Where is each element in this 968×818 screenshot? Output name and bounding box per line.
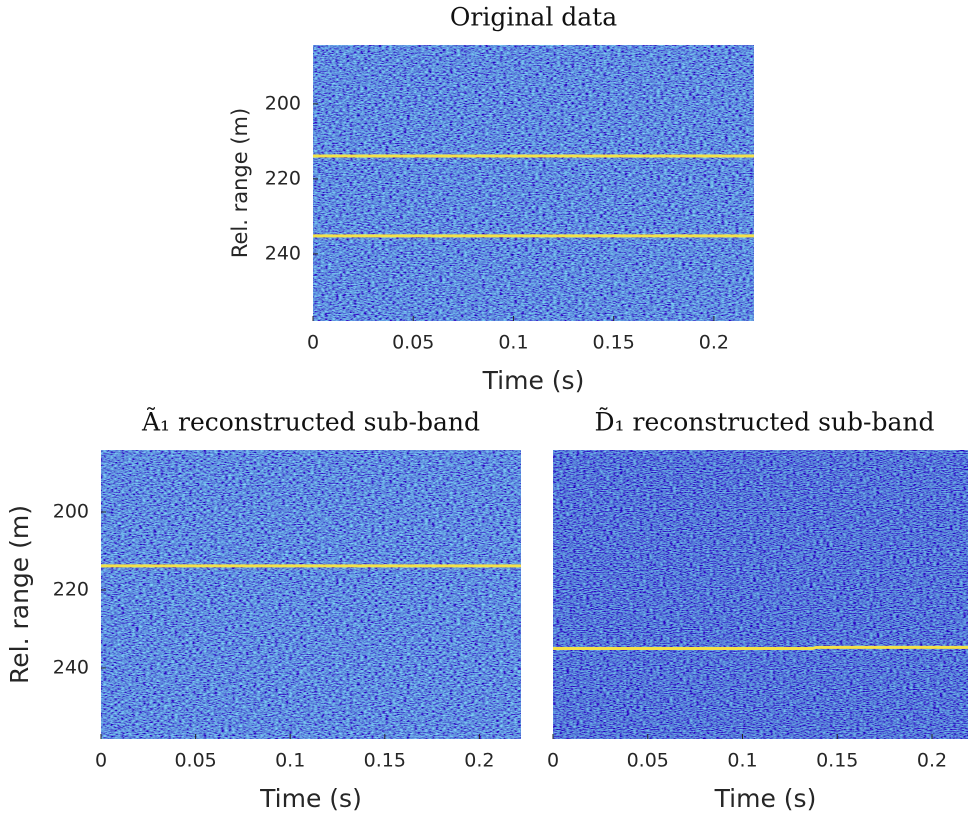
- x-tick-label: 0.05: [627, 750, 669, 772]
- x-tick-label: 0: [547, 750, 559, 772]
- chart-title: Original data: [450, 3, 617, 32]
- y-tick-label: 220: [53, 579, 89, 601]
- heatmap-image: [313, 45, 754, 321]
- x-tick-label: 0: [95, 750, 107, 772]
- heatmap-image: [553, 450, 968, 739]
- chart-title: D̃₁ reconstructed sub-band: [594, 408, 934, 437]
- y-axis-label: Rel. range (m): [228, 108, 252, 258]
- x-tick-label: 0.1: [498, 332, 528, 354]
- y-tick-label: 200: [265, 92, 301, 114]
- x-tick-label: 0: [307, 332, 319, 354]
- x-axis-label: Time (s): [259, 784, 362, 813]
- x-tick-label: 0.15: [593, 332, 635, 354]
- x-tick-label: 0.2: [699, 332, 729, 354]
- x-tick-label: 0.15: [816, 750, 858, 772]
- bright-line: [553, 645, 968, 651]
- x-tick-label: 0.05: [392, 332, 434, 354]
- x-tick-label: 0.15: [364, 750, 406, 772]
- x-tick-label: 0.1: [275, 750, 305, 772]
- chart-title: Ã₁ reconstructed sub-band: [141, 408, 480, 437]
- x-axis-label: Time (s): [714, 784, 817, 813]
- x-axis-label: Time (s): [482, 366, 585, 395]
- y-tick-label: 200: [53, 501, 89, 523]
- y-axis-label: Rel. range (m): [5, 505, 34, 684]
- y-tick-label: 240: [53, 657, 89, 679]
- x-tick-label: 0.1: [727, 750, 757, 772]
- heatmap-image: [101, 450, 521, 739]
- x-tick-label: 0.2: [917, 750, 947, 772]
- y-tick-label: 220: [265, 167, 301, 189]
- y-tick-label: 240: [265, 242, 301, 264]
- x-tick-label: 0.05: [174, 750, 216, 772]
- x-tick-label: 0.2: [464, 750, 494, 772]
